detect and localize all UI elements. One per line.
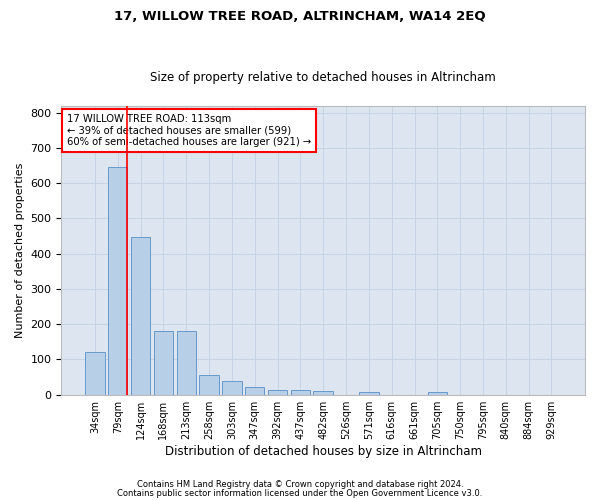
Bar — [290, 390, 310, 394]
Text: Contains public sector information licensed under the Open Government Licence v3: Contains public sector information licen… — [118, 488, 482, 498]
Bar — [85, 352, 104, 395]
Bar — [131, 237, 150, 394]
Bar — [199, 374, 219, 394]
Bar — [176, 331, 196, 394]
Bar — [359, 392, 379, 394]
Text: 17, WILLOW TREE ROAD, ALTRINCHAM, WA14 2EQ: 17, WILLOW TREE ROAD, ALTRINCHAM, WA14 2… — [114, 10, 486, 23]
Bar — [154, 331, 173, 394]
Bar — [268, 390, 287, 394]
Bar — [108, 167, 127, 394]
Bar — [245, 387, 265, 394]
Title: Size of property relative to detached houses in Altrincham: Size of property relative to detached ho… — [151, 70, 496, 84]
Text: 17 WILLOW TREE ROAD: 113sqm
← 39% of detached houses are smaller (599)
60% of se: 17 WILLOW TREE ROAD: 113sqm ← 39% of det… — [67, 114, 311, 148]
Bar — [428, 392, 447, 394]
Bar — [222, 380, 242, 394]
X-axis label: Distribution of detached houses by size in Altrincham: Distribution of detached houses by size … — [165, 444, 482, 458]
Bar — [313, 391, 333, 394]
Text: Contains HM Land Registry data © Crown copyright and database right 2024.: Contains HM Land Registry data © Crown c… — [137, 480, 463, 489]
Y-axis label: Number of detached properties: Number of detached properties — [15, 162, 25, 338]
